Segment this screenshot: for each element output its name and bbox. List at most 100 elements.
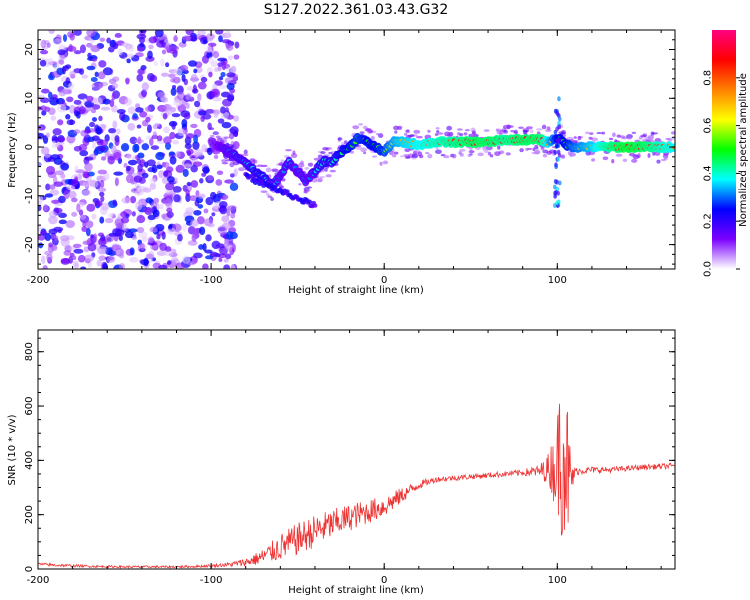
spectrogram-cell: [73, 50, 82, 55]
spectrogram-cell: [138, 177, 146, 184]
spectrogram-cell: [411, 153, 419, 159]
spectrogram-x-ticks: -200 -100 0 100: [27, 30, 662, 286]
spectrogram-cell: [135, 201, 143, 211]
spectrogram-cell: [212, 50, 220, 59]
spectrogram-cell: [215, 30, 224, 35]
spectrogram-cell: [224, 179, 235, 184]
spectrogram-cell: [90, 108, 97, 114]
spectrogram-cell: [626, 134, 633, 139]
spectrogram-cell: [436, 129, 440, 134]
spectrogram-cell: [217, 62, 223, 67]
spectrogram-cell: [165, 62, 170, 68]
spectrogram-cell: [211, 212, 216, 217]
spectrogram-cell: [73, 263, 79, 269]
spectrogram-cell: [553, 184, 557, 190]
y-tick-label: 0: [24, 566, 35, 572]
spectrogram-cell: [298, 183, 302, 186]
spectrogram-cell: [61, 66, 66, 75]
spectrogram-cell: [86, 95, 94, 102]
spectrogram-cell: [218, 76, 224, 81]
spectrogram-cell: [482, 148, 490, 152]
spectrogram-cell: [98, 60, 107, 68]
spectrogram-cell: [503, 129, 508, 134]
spectrogram-cell: [201, 144, 208, 153]
spectrogram-cell: [320, 151, 326, 155]
spectrogram-x-axis-label: Height of straight line (km): [288, 285, 424, 296]
spectrogram-cell: [132, 143, 139, 153]
spectrogram-cell: [71, 178, 78, 187]
spectrogram-cell: [157, 170, 165, 179]
spectrogram-cell: [58, 219, 67, 225]
spectrogram-cell: [596, 131, 602, 135]
spectrogram-cell: [46, 42, 51, 48]
spectrogram-cell: [560, 154, 566, 159]
spectrogram-cell: [200, 115, 205, 123]
spectrogram-cell: [220, 91, 231, 98]
spectrogram-cell: [425, 151, 430, 154]
spectrogram-cell: [79, 214, 87, 220]
spectrogram-cell: [59, 235, 70, 242]
spectrogram-cell: [55, 143, 61, 148]
spectrogram-cell: [71, 211, 78, 217]
spectrogram-cell: [186, 86, 194, 91]
spectrogram-cell: [129, 247, 135, 256]
spectrogram-cell: [215, 179, 223, 186]
spectrogram-cell: [542, 149, 549, 154]
spectrogram-cell: [464, 129, 470, 132]
spectrogram-cell: [66, 45, 77, 52]
spectrogram-cell: [141, 172, 149, 179]
spectrogram-cell: [672, 145, 675, 150]
spectrogram-cell: [100, 195, 105, 202]
spectrogram-cell: [68, 82, 75, 90]
spectrogram-cell: [136, 47, 144, 52]
spectrogram-cell: [190, 219, 199, 227]
spectrogram-cell: [452, 153, 457, 159]
spectrogram-cell: [116, 109, 126, 114]
spectrogram-cell: [92, 104, 101, 110]
x-tick-label: 100: [548, 275, 567, 286]
spectrogram-cell: [221, 159, 227, 163]
spectrogram-cell: [626, 137, 632, 140]
spectrogram-cell: [149, 226, 158, 233]
spectrogram-cell: [160, 58, 165, 67]
spectrogram-cell: [175, 151, 181, 158]
spectrogram-cell: [230, 212, 236, 219]
spectrogram-cell: [536, 128, 543, 131]
spectrogram-cell: [106, 150, 111, 156]
spectrogram-cell: [81, 226, 88, 232]
spectrogram-cell: [359, 131, 365, 134]
spectrogram-cell: [89, 121, 96, 128]
spectrogram-cell: [207, 223, 215, 228]
spectrogram-cell: [141, 82, 149, 91]
spectrogram-cell: [229, 173, 235, 178]
spectrogram-cell: [556, 149, 561, 155]
spectrogram-cell: [542, 153, 548, 158]
spectrogram-cell: [74, 165, 79, 172]
spectrogram-cell: [95, 126, 103, 135]
spectrogram-cell: [119, 112, 126, 121]
spectrogram-cell: [205, 234, 212, 242]
spectrogram-cell: [446, 125, 453, 131]
spectrogram-cell: [148, 44, 154, 50]
spectrogram-cell: [51, 140, 57, 149]
spectrogram-cell: [39, 196, 44, 203]
spectrogram-cell: [226, 208, 231, 217]
spectrogram-cell: [140, 65, 147, 71]
spectrogram-cell: [588, 136, 593, 140]
spectrogram-cell: [226, 205, 237, 211]
spectrogram-cell: [377, 133, 384, 139]
spectrogram-cell: [118, 253, 125, 259]
spectrogram-cell: [48, 91, 53, 100]
snr-frame: [37, 329, 676, 570]
x-tick-label: -200: [27, 575, 50, 586]
spectrogram-cell: [194, 100, 201, 108]
spectrogram-cell: [121, 42, 130, 48]
spectrogram-cell: [193, 209, 202, 216]
spectrogram-cell: [101, 156, 107, 161]
spectrogram-cell: [183, 112, 191, 120]
colorbar-tick-label: 0.4: [703, 165, 714, 181]
spectrogram-cell: [187, 60, 198, 67]
spectrogram-cell: [139, 242, 145, 251]
spectrogram-cell: [155, 151, 165, 161]
spectrogram-cell: [540, 146, 545, 151]
